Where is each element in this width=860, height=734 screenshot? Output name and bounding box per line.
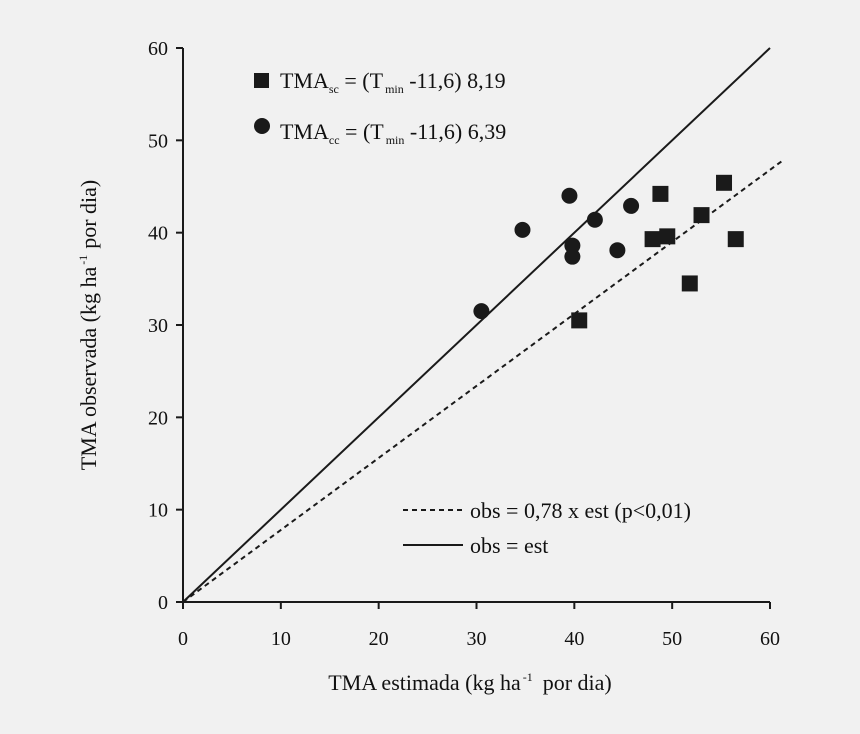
legend-circle-label: TMAcc = (T min -11,6) 6,39 bbox=[280, 119, 506, 147]
x-tick-label: 20 bbox=[369, 628, 389, 650]
legend-dashed-label: obs = 0,78 x est (p<0,01) bbox=[470, 498, 691, 523]
square-point bbox=[644, 231, 661, 248]
circle-point bbox=[564, 237, 581, 254]
circle-point bbox=[561, 187, 578, 204]
circle-point bbox=[623, 197, 640, 214]
x-axis-label: TMA estimada (kg ha -1 por dia) bbox=[328, 670, 612, 695]
x-tick-label: 40 bbox=[564, 628, 584, 650]
y-tick-label: 60 bbox=[148, 38, 168, 60]
square-point bbox=[727, 231, 744, 248]
legend-markers: TMAsc = (T min -11,6) 8,19 TMAcc = (T min … bbox=[254, 68, 691, 558]
square-point bbox=[693, 207, 710, 224]
y-tick-label: 20 bbox=[148, 407, 168, 429]
square-point bbox=[681, 275, 698, 292]
ticks: 0 10 20 30 40 50 60 0 10 20 30 40 50 60 bbox=[148, 38, 780, 650]
regression-lines bbox=[182, 47, 783, 603]
square-point bbox=[659, 228, 676, 245]
data-points bbox=[473, 174, 744, 329]
y-tick-label: 40 bbox=[148, 223, 168, 245]
circle-point bbox=[564, 248, 581, 265]
y-tick-label: 50 bbox=[148, 130, 168, 152]
circle-point bbox=[609, 242, 626, 259]
x-tick-label: 30 bbox=[467, 628, 487, 650]
legend-square-marker bbox=[254, 73, 269, 88]
x-tick-label: 0 bbox=[178, 628, 188, 650]
y-tick-label: 30 bbox=[148, 315, 168, 337]
square-point bbox=[652, 185, 669, 202]
x-tick-label: 10 bbox=[271, 628, 291, 650]
y-tick-label: 0 bbox=[158, 592, 168, 614]
legend-solid-label: obs = est bbox=[470, 533, 548, 558]
square-point bbox=[716, 174, 733, 191]
regression-line-dashed bbox=[182, 160, 783, 603]
circle-point bbox=[514, 221, 531, 238]
legend-circle-marker bbox=[254, 118, 270, 134]
circle-point bbox=[586, 211, 603, 228]
identity-line-solid bbox=[182, 47, 771, 603]
circle-point bbox=[473, 303, 490, 320]
x-tick-label: 50 bbox=[662, 628, 682, 650]
y-tick-label: 10 bbox=[148, 500, 168, 522]
square-point bbox=[571, 312, 588, 329]
x-tick-label: 60 bbox=[760, 628, 780, 650]
legend-square-label: TMAsc = (T min -11,6) 8,19 bbox=[280, 68, 506, 96]
y-axis-label: TMA observada (kg ha-1por dia) bbox=[76, 180, 101, 470]
